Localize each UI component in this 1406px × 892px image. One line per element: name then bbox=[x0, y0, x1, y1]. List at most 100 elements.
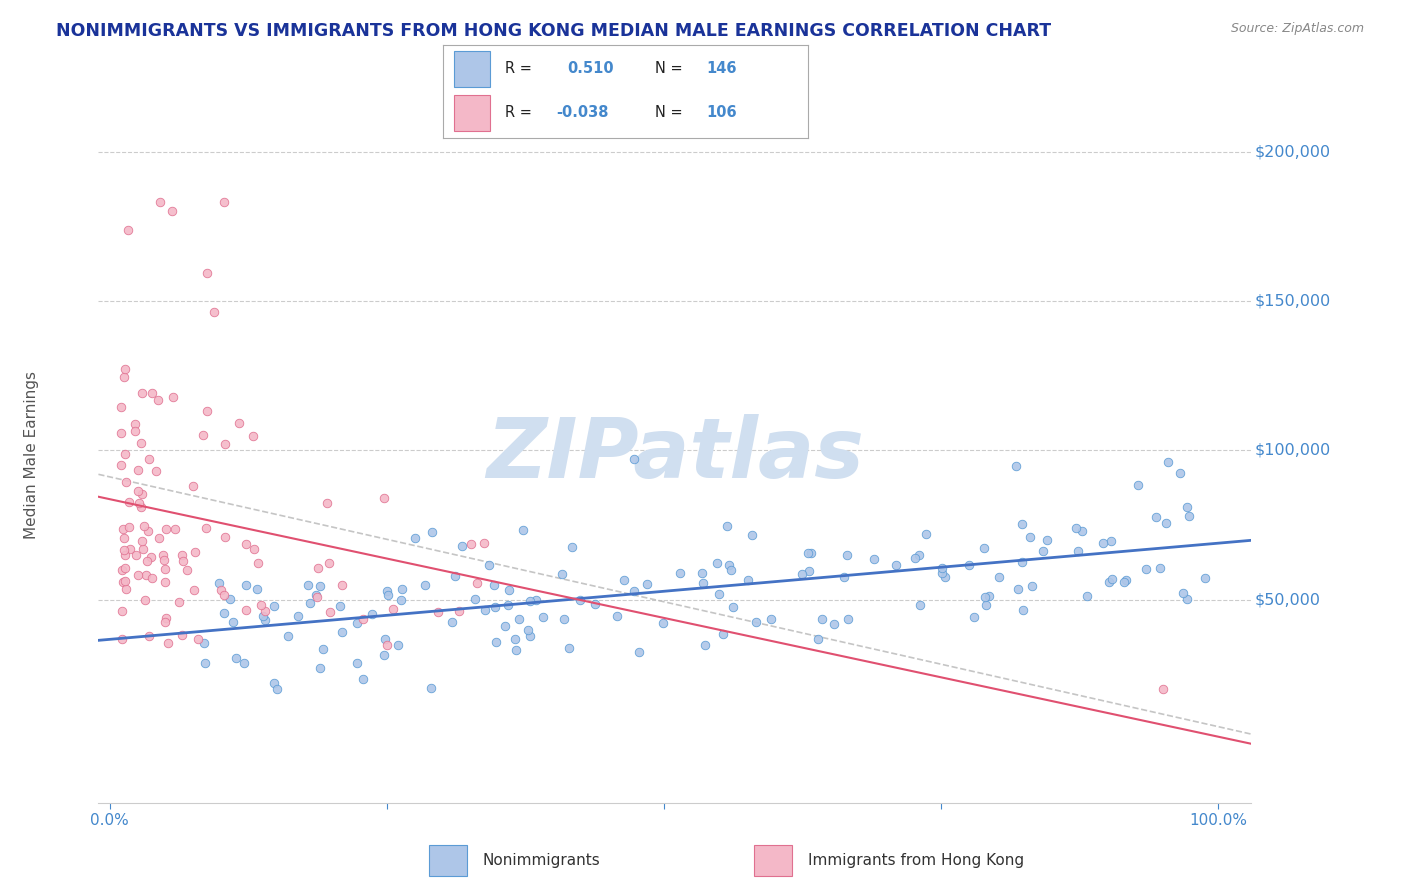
Point bbox=[465, 576, 488, 591]
Point bbox=[934, 570, 956, 584]
Point bbox=[524, 592, 547, 607]
Point bbox=[222, 615, 245, 629]
Point bbox=[636, 576, 658, 591]
Point bbox=[124, 424, 146, 438]
Point bbox=[127, 463, 149, 477]
Point bbox=[1011, 603, 1033, 617]
Point bbox=[266, 682, 288, 697]
Point bbox=[668, 566, 690, 581]
Point bbox=[148, 531, 170, 545]
Point bbox=[1149, 561, 1171, 575]
Point bbox=[246, 582, 269, 597]
Point bbox=[404, 531, 426, 545]
Point bbox=[252, 609, 274, 624]
Point bbox=[519, 629, 541, 643]
Point bbox=[426, 605, 449, 619]
Point bbox=[172, 554, 194, 568]
Point bbox=[1157, 455, 1180, 469]
Point bbox=[346, 615, 368, 630]
Point bbox=[1115, 573, 1137, 587]
Point bbox=[145, 465, 167, 479]
Point bbox=[508, 612, 530, 626]
Text: NONIMMIGRANTS VS IMMIGRANTS FROM HONG KONG MEDIAN MALE EARNINGS CORRELATION CHAR: NONIMMIGRANTS VS IMMIGRANTS FROM HONG KO… bbox=[56, 22, 1052, 40]
Point bbox=[114, 561, 136, 575]
Point bbox=[451, 539, 474, 553]
Point bbox=[112, 370, 135, 384]
Point bbox=[441, 615, 464, 629]
Point bbox=[811, 612, 834, 626]
Point bbox=[373, 648, 395, 662]
Point bbox=[228, 416, 250, 430]
Point bbox=[125, 548, 148, 562]
Point bbox=[214, 437, 236, 451]
Point bbox=[110, 458, 132, 473]
Point bbox=[1128, 478, 1150, 492]
Point bbox=[153, 615, 176, 629]
Point bbox=[184, 545, 207, 559]
Point bbox=[561, 540, 583, 554]
Text: -0.038: -0.038 bbox=[557, 105, 609, 120]
Point bbox=[485, 635, 508, 649]
Text: $50,000: $50,000 bbox=[1254, 592, 1320, 607]
Point bbox=[202, 305, 225, 319]
Point bbox=[225, 650, 247, 665]
Point bbox=[131, 533, 153, 548]
Point bbox=[131, 487, 153, 501]
Point bbox=[193, 636, 215, 650]
Text: Nonimmigrants: Nonimmigrants bbox=[484, 854, 600, 868]
Point bbox=[263, 599, 285, 614]
Point bbox=[908, 549, 931, 563]
Point bbox=[309, 579, 332, 593]
Point bbox=[1175, 500, 1198, 515]
Text: Median Male Earnings: Median Male Earnings bbox=[24, 371, 39, 539]
Text: Immigrants from Hong Kong: Immigrants from Hong Kong bbox=[807, 854, 1024, 868]
Point bbox=[114, 446, 136, 460]
Point bbox=[235, 537, 257, 551]
Point bbox=[1168, 467, 1191, 481]
Point bbox=[759, 612, 782, 626]
Point bbox=[138, 629, 160, 643]
Point bbox=[114, 549, 136, 563]
Point bbox=[690, 566, 713, 580]
Point bbox=[131, 386, 153, 401]
Point bbox=[212, 606, 235, 620]
Point bbox=[148, 393, 170, 408]
Point bbox=[792, 567, 814, 582]
Point bbox=[478, 558, 501, 572]
Point bbox=[141, 571, 163, 585]
Point bbox=[1011, 517, 1033, 532]
Point bbox=[135, 567, 157, 582]
Point bbox=[389, 593, 412, 607]
Point bbox=[837, 612, 859, 626]
Point bbox=[553, 612, 575, 626]
Point bbox=[884, 558, 907, 573]
Point bbox=[214, 588, 236, 602]
Point bbox=[387, 638, 409, 652]
Text: Source: ZipAtlas.com: Source: ZipAtlas.com bbox=[1230, 22, 1364, 36]
Point bbox=[1021, 579, 1043, 593]
Point bbox=[413, 577, 436, 591]
Point bbox=[346, 657, 368, 671]
Point bbox=[250, 598, 273, 612]
Text: R =: R = bbox=[505, 105, 537, 120]
Point bbox=[832, 569, 855, 583]
Point bbox=[111, 632, 134, 646]
Point bbox=[176, 564, 198, 578]
Point bbox=[129, 436, 152, 450]
Point bbox=[1171, 586, 1194, 600]
Point bbox=[299, 596, 322, 610]
Point bbox=[111, 575, 134, 590]
Point bbox=[914, 527, 936, 541]
Point bbox=[558, 641, 581, 656]
Point bbox=[711, 626, 734, 640]
Point bbox=[149, 194, 172, 209]
Point bbox=[253, 614, 276, 628]
Point bbox=[136, 554, 159, 568]
Point bbox=[569, 592, 592, 607]
Text: 106: 106 bbox=[706, 105, 737, 120]
Point bbox=[181, 479, 204, 493]
Point bbox=[195, 404, 218, 418]
Point bbox=[127, 567, 149, 582]
Point bbox=[420, 525, 443, 540]
Point bbox=[134, 592, 156, 607]
